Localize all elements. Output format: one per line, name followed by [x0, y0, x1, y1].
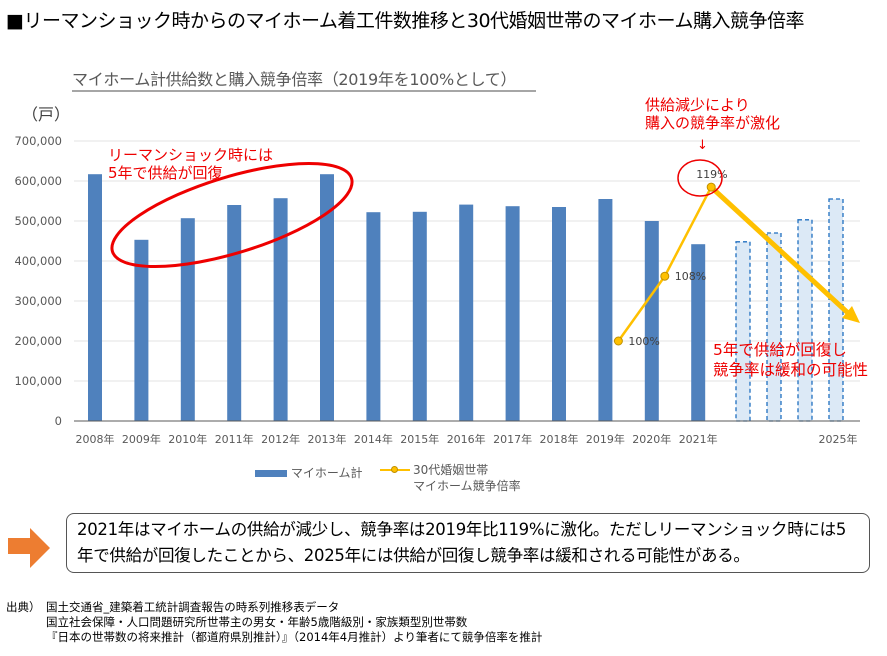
bar [598, 199, 613, 421]
y-tick-label: 300,000 [14, 294, 62, 308]
source-line: 『日本の世帯数の将来推計（都道府県別推計）』（2014年4月推計）より筆者にて競… [46, 630, 543, 644]
annotation-line: 競争率は緩和の可能性 [713, 361, 869, 379]
source-note: 出典） 国土交通省_建築着工統計調査報告の時系列推移表データ 国立社会保障・人口… [6, 600, 542, 645]
x-tick-label: 2013年 [308, 432, 347, 446]
bar [459, 204, 474, 421]
bar [644, 221, 659, 421]
annotation-line: 5年で供給が回復し [713, 341, 847, 359]
bar [412, 211, 427, 421]
x-tick-label: 2017年 [493, 432, 532, 446]
source-line: 国立社会保障・人口問題研究所世帯主の男女・年齢5歳階級別・家族類型別世帯数 [46, 615, 468, 629]
annotation-recover: 5年で供給が回復し競争率は緩和の可能性 [713, 340, 868, 380]
x-tick-label: 2019年 [586, 432, 625, 446]
x-tick-label: 2009年 [122, 432, 161, 446]
bar [366, 212, 381, 421]
x-tick-label: 2025年 [819, 432, 858, 446]
annotation-line: 供給減少により [645, 96, 750, 114]
bar [552, 207, 566, 421]
ratio-marker [660, 271, 670, 281]
y-tick-label: 400,000 [14, 254, 62, 268]
projection-bar [766, 232, 782, 422]
projection-bar [828, 198, 844, 422]
callout-arrow-icon [30, 528, 50, 568]
highlight-ellipse [110, 161, 354, 269]
annotation-arrow: ↓ [697, 138, 708, 153]
x-tick-label: 2020年 [632, 432, 671, 446]
bar [134, 239, 149, 421]
bar [505, 206, 520, 421]
bar [227, 205, 242, 421]
x-tick-label: 2011年 [215, 432, 254, 446]
x-tick-label: 2016年 [447, 432, 486, 446]
y-tick-label: 600,000 [14, 174, 62, 188]
legend-line-label: マイホーム競争倍率 [413, 479, 521, 493]
legend-line: 30代婚姻世帯 マイホーム競争倍率 [380, 462, 521, 494]
annotation-line: 5年で供給が回復 [108, 164, 223, 182]
ratio-marker [706, 182, 716, 192]
legend-bar: マイホーム計 [255, 464, 362, 481]
annotation-lehman: リーマンショック時には 5年で供給が回復 [108, 146, 273, 182]
bar [180, 218, 195, 421]
annotation-surge: 供給減少により 購入の競争率が激化 [645, 96, 780, 132]
x-tick-label: 2008年 [76, 432, 115, 446]
legend-bar-swatch [255, 470, 287, 477]
x-tick-label: 2018年 [540, 432, 579, 446]
ratio-label: 108% [675, 270, 706, 283]
legend-line-label: 30代婚姻世帯 [413, 463, 489, 477]
x-tick-label: 2015年 [400, 432, 439, 446]
y-tick-label: 0 [55, 414, 62, 428]
source-label: 出典） [6, 600, 41, 614]
annotation-line: 購入の競争率が激化 [645, 114, 781, 132]
bar [88, 174, 102, 421]
y-tick-label: 200,000 [14, 334, 62, 348]
y-tick-label: 100,000 [14, 374, 62, 388]
callout-arrow-shaft [8, 538, 30, 554]
bar [320, 174, 334, 421]
annotation-line: リーマンショック時には [108, 146, 274, 164]
x-tick-label: 2021年 [679, 432, 718, 446]
y-tick-label: 500,000 [14, 214, 62, 228]
x-tick-label: 2010年 [168, 432, 207, 446]
legend-line-marker [391, 466, 398, 473]
x-tick-label: 2012年 [261, 432, 300, 446]
y-tick-label: 700,000 [14, 134, 62, 148]
ratio-label: 100% [628, 335, 659, 348]
summary-box: 2021年はマイホームの供給が減少し、競争率は2019年比119%に激化。ただし… [66, 513, 870, 573]
highlight-circle [677, 159, 723, 197]
legend-bar-label: マイホーム計 [290, 466, 363, 480]
chart-title: マイホーム計供給数と購入競争倍率（2019年を100%として） [72, 66, 537, 92]
trend-arrow [709, 185, 850, 315]
ratio-marker [613, 336, 623, 346]
page-title: ■リーマンショック時からのマイホーム着工件数推移と30代婚姻世帯のマイホーム購入… [6, 10, 805, 32]
ratio-label: 119% [696, 168, 727, 181]
chart: 0 100,000 200,000 300,000 400,000 500,000 600,… [14, 134, 860, 446]
bar [691, 244, 706, 421]
y-axis-unit: （戸） [22, 105, 71, 124]
projection-bar [797, 219, 813, 422]
trend-arrowhead-icon [842, 306, 860, 323]
x-tick-label: 2014年 [354, 432, 393, 446]
bar [273, 198, 288, 421]
source-line: 国土交通省_建築着工統計調査報告の時系列推移表データ [46, 600, 340, 614]
projection-bar [735, 241, 751, 422]
